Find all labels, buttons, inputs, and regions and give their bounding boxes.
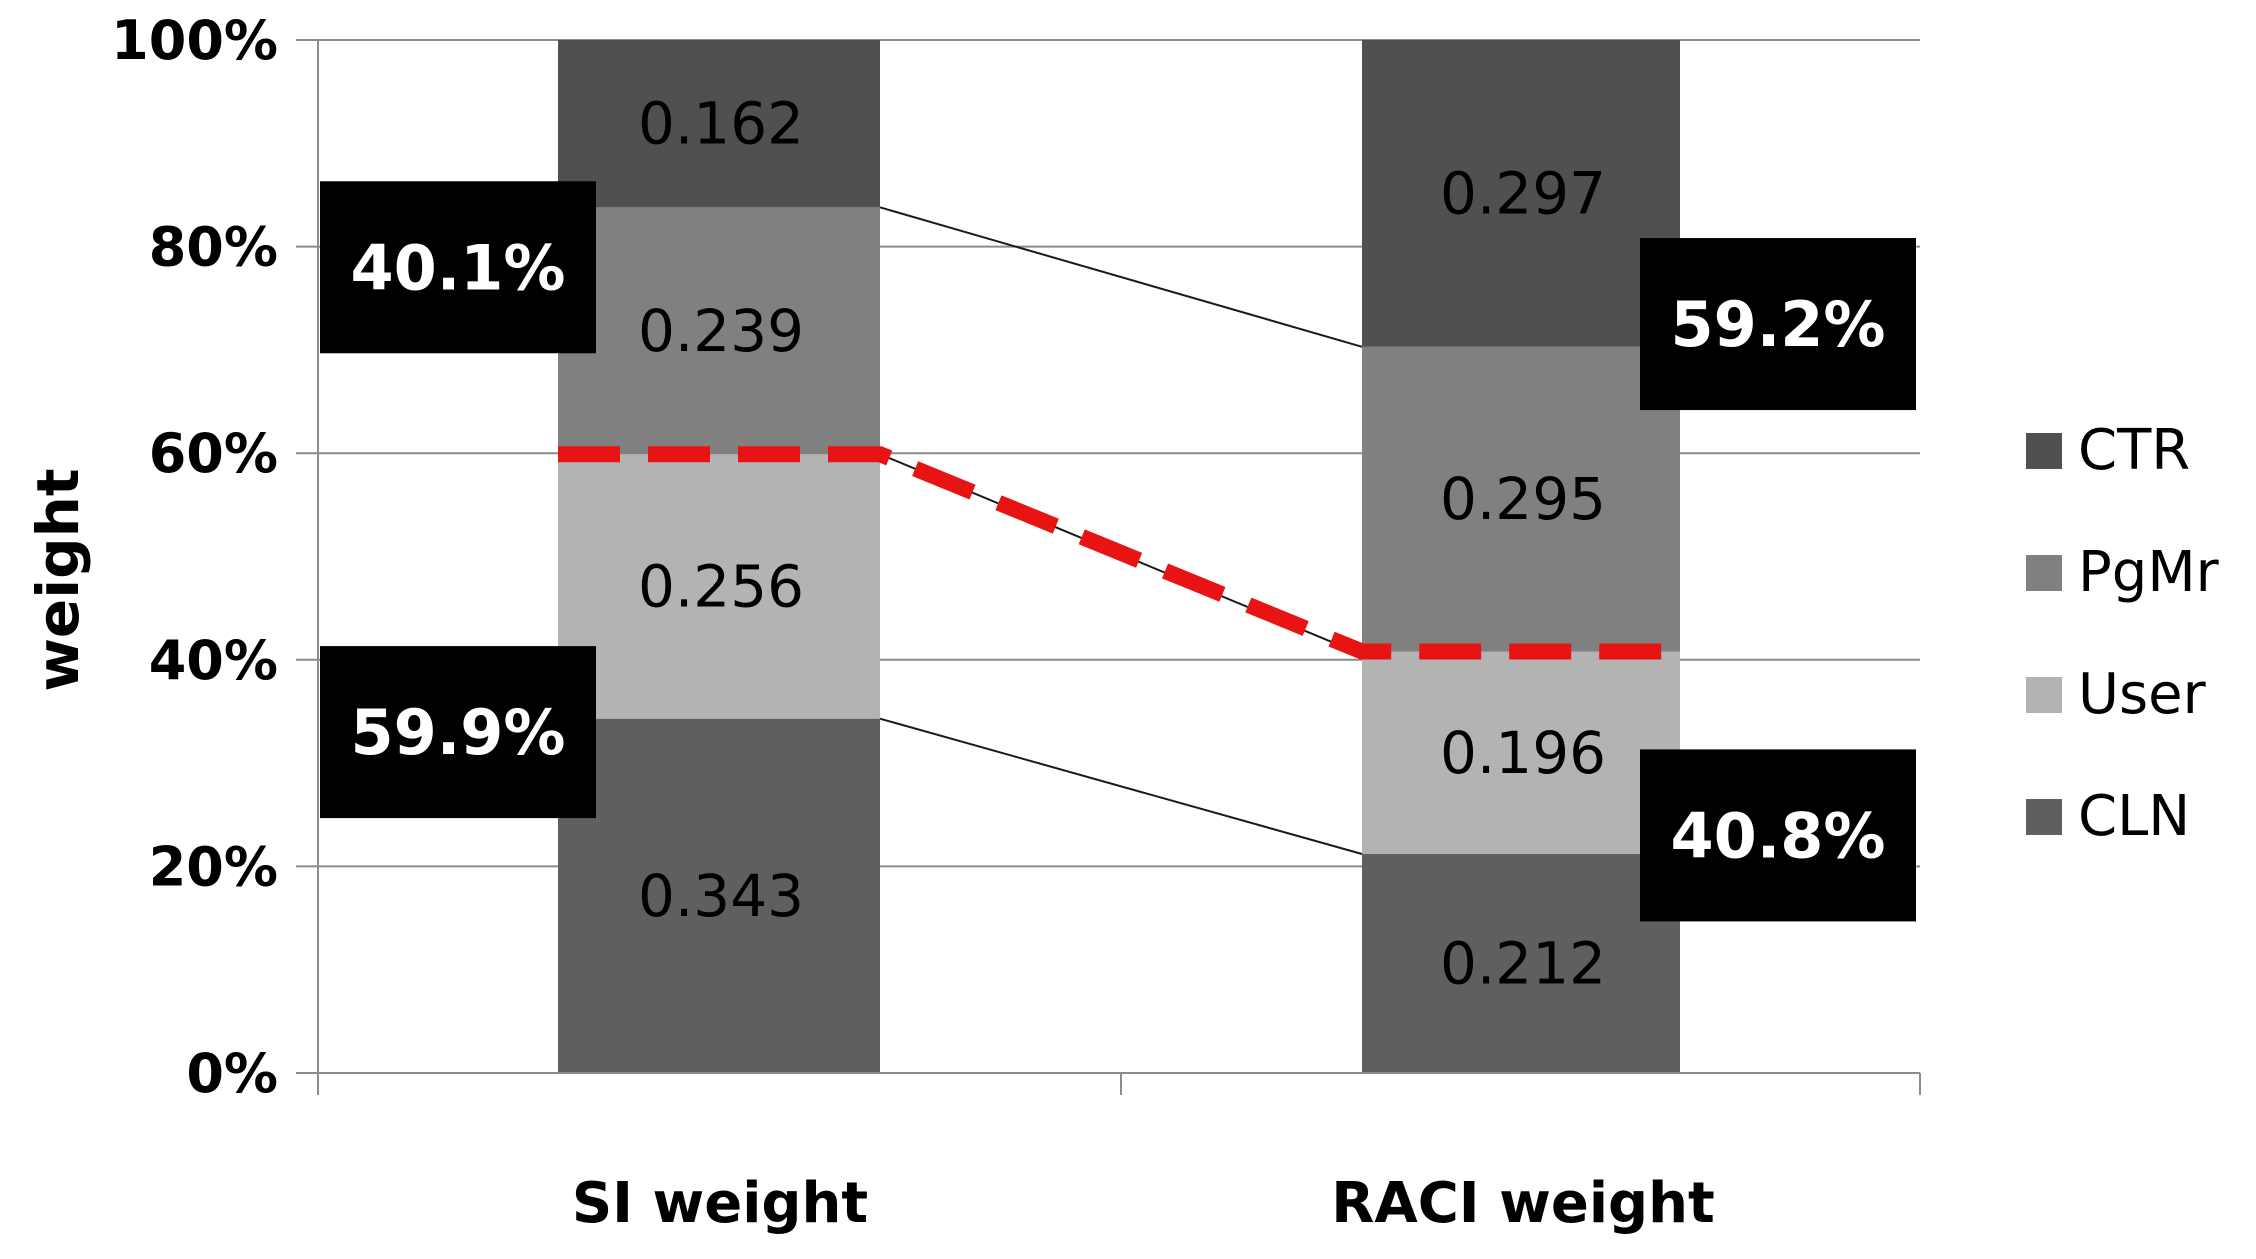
bar-segment-cln [558, 718, 880, 1073]
bar-segment-pgmr [558, 207, 880, 455]
segment-value-label: 0.162 [638, 90, 804, 158]
bar-segment-user [1362, 651, 1680, 855]
legend-label-pgmr: PgMr [2078, 540, 2220, 605]
segment-value-label: 0.239 [638, 297, 804, 365]
segment-value-label: 0.196 [1440, 719, 1606, 787]
legend: CTR PgMr User CLN [2026, 418, 2220, 849]
percentage-label: 40.1% [350, 231, 565, 304]
segment-value-label: 0.256 [638, 552, 804, 620]
y-tick-label: 0% [186, 1042, 278, 1105]
y-tick-label: 40% [149, 629, 278, 692]
percentage-box [1640, 238, 1916, 411]
axes: 0% 20% 40% 60% 80% 100% SI weight RACI weight [111, 9, 1921, 1236]
bar-segment-cln [1362, 854, 1680, 1073]
connector-lines [558, 206, 1688, 855]
y-axis-label: weight [24, 468, 92, 691]
series-connector-line [879, 206, 1363, 348]
legend-swatch-user [2026, 677, 2062, 713]
percentage-label: 59.9% [350, 696, 565, 769]
segment-value-label: 0.212 [1440, 930, 1606, 998]
bars: 0.343 0.256 0.239 0.162 0.212 0.196 0.295 0.297 [558, 40, 1680, 1073]
legend-swatch-pgmr [2026, 555, 2062, 591]
legend-swatch-cln [2026, 799, 2062, 835]
bar-segment-ctr [558, 40, 880, 208]
percentage-label: 59.2% [1670, 288, 1885, 361]
percentage-box [320, 646, 596, 819]
percentage-label: 40.8% [1670, 799, 1885, 872]
percentage-box [320, 181, 596, 354]
legend-swatch-ctr [2026, 433, 2062, 469]
y-tick-label: 20% [149, 835, 278, 898]
segment-value-label: 0.343 [638, 862, 804, 930]
y-tick-label: 60% [149, 422, 278, 485]
y-tick-label: 80% [149, 216, 278, 279]
x-category-label: RACI weight [1331, 1171, 1715, 1236]
annotations: 40.1% 59.9% 59.2% 40.8% [320, 181, 1916, 922]
series-connector-line [879, 717, 1363, 855]
divider-dashed-line [558, 446, 1688, 660]
percentage-box [1640, 749, 1916, 922]
x-category-label: SI weight [572, 1171, 868, 1236]
bar-segment-user [558, 454, 880, 719]
legend-label-cln: CLN [2078, 784, 2190, 849]
legend-label-user: User [2078, 662, 2207, 727]
y-tick-label: 100% [111, 9, 278, 72]
segment-value-label: 0.295 [1440, 465, 1606, 533]
legend-label-ctr: CTR [2078, 418, 2190, 483]
segment-value-label: 0.297 [1440, 159, 1606, 227]
bar-segment-ctr [1362, 40, 1680, 347]
bar-segment-pgmr [1362, 346, 1680, 652]
